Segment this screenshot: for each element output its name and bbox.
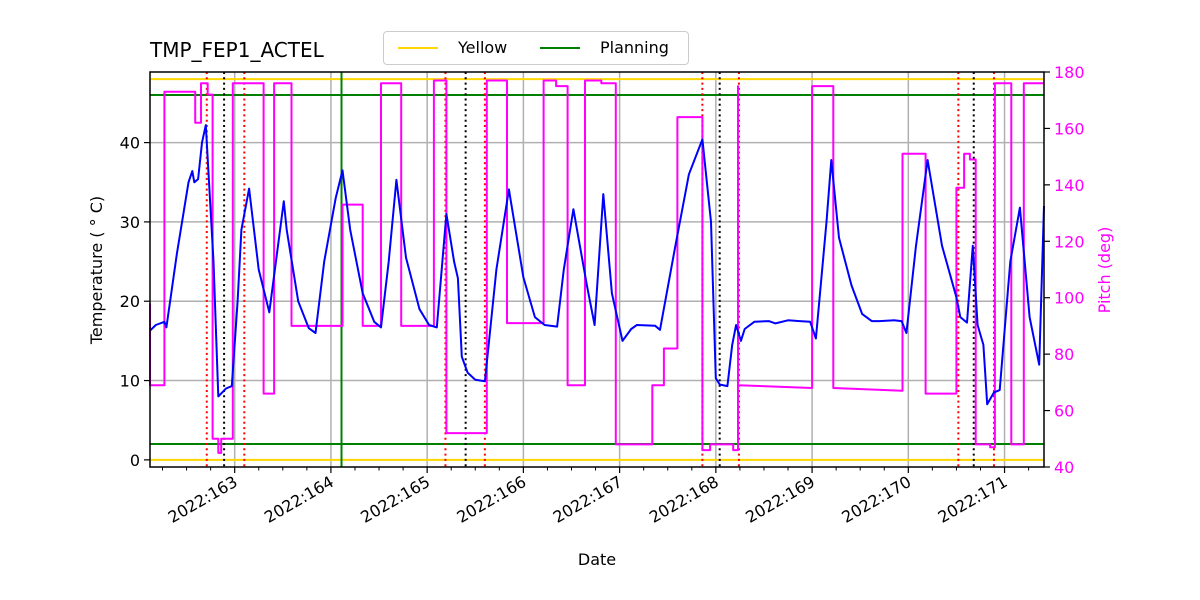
grid-lines [150,72,1044,467]
svg-text:2022:171: 2022:171 [935,472,1011,527]
y-axis-left: 0 10 20 30 40 [120,134,150,470]
svg-text:2022:169: 2022:169 [742,472,818,527]
y2-axis-label: Pitch (deg) [1095,227,1114,314]
svg-text:180: 180 [1054,63,1085,82]
y-axis-right: 40 60 80 100 120 140 160 180 [1044,63,1085,477]
legend: Yellow Planning [383,31,689,65]
event-lines [205,72,995,467]
svg-text:2022:164: 2022:164 [261,472,337,527]
svg-text:160: 160 [1054,119,1085,138]
svg-text:40: 40 [120,134,140,153]
svg-text:20: 20 [120,292,140,311]
svg-text:30: 30 [120,213,140,232]
svg-text:2022:166: 2022:166 [453,472,529,527]
svg-text:2022:167: 2022:167 [550,472,626,527]
svg-text:2022:168: 2022:168 [646,472,722,527]
data-series [149,79,1045,454]
legend-label: Yellow [458,38,508,57]
svg-text:40: 40 [1054,458,1074,477]
x-axis-label: Date [578,550,616,569]
legend-item-yellow: Yellow [398,38,507,57]
legend-label: Planning [600,38,669,57]
svg-text:2022:165: 2022:165 [357,472,433,527]
svg-text:2022:163: 2022:163 [165,472,241,527]
svg-text:140: 140 [1054,176,1085,195]
svg-text:0: 0 [130,451,140,470]
plot-frame [149,71,1045,468]
svg-text:120: 120 [1054,232,1085,251]
legend-item-planning: Planning [540,38,669,57]
svg-text:100: 100 [1054,289,1085,308]
chart-title: TMP_FEP1_ACTEL [149,38,325,62]
legend-swatch-planning-icon [540,46,580,49]
limit-lines [150,78,1044,461]
y-axis-label: Temperature ( ° C) [87,196,106,345]
svg-text:10: 10 [120,372,140,391]
legend-swatch-yellow-icon [398,46,438,49]
svg-text:80: 80 [1054,345,1074,364]
svg-text:2022:170: 2022:170 [838,472,914,527]
svg-text:60: 60 [1054,402,1074,421]
x-axis: 2022:163 2022:164 2022:165 2022:166 2022:167… [162,467,1030,527]
